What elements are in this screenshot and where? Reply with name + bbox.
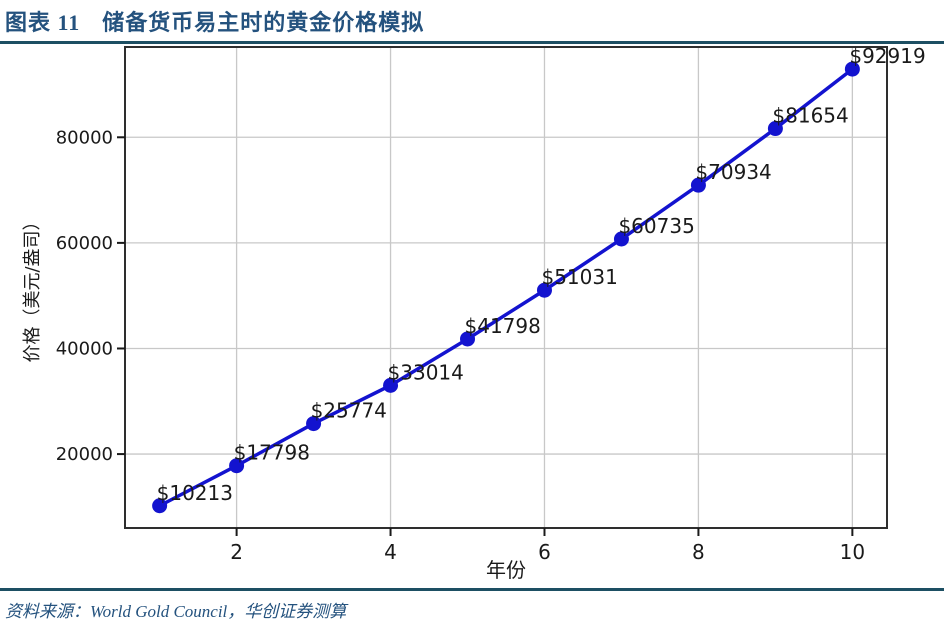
source-attribution: 资料来源：World Gold Council，华创证券测算 [5,602,347,621]
x-tick-label: 10 [840,540,865,564]
x-tick-label: 8 [692,540,705,564]
y-tick-label: 60000 [56,233,113,254]
y-tick-label: 80000 [56,127,113,148]
plot-frame [124,46,888,529]
data-point-label: $10213 [157,481,233,505]
data-point-label: $41798 [465,314,541,338]
data-point [536,282,552,298]
x-tick-label: 4 [384,540,397,564]
x-tick-label: 2 [230,540,243,564]
data-point [383,377,399,393]
data-point [152,498,168,514]
data-point [229,458,245,474]
y-tick-label: 40000 [56,338,113,359]
gold-price-line-chart: 2 4 6 8 10 20000 40000 60000 80000 年份 价格（美元/盎司） $10… [22,44,926,582]
data-line [157,67,855,508]
data-point-label: $81654 [772,104,848,128]
data-point [306,416,322,432]
data-point [690,177,706,193]
data-point-label: $25774 [311,399,387,423]
top-divider-rule [0,41,944,44]
data-point-label: $60735 [618,214,694,238]
y-tick-label: 20000 [56,444,113,465]
data-point [613,231,629,247]
figure-number-label: 图表 11 [5,10,81,35]
data-point-label: $33014 [388,360,464,384]
figure-title: 储备货币易主时的黄金价格模拟 [102,10,425,35]
data-point-label: $70934 [695,160,771,184]
data-point [767,121,783,137]
figure-header: 图表 11 储备货币易主时的黄金价格模拟 [5,5,424,39]
x-tick-label: 6 [538,540,551,564]
x-axis-label: 年份 [486,558,526,582]
data-point-label: $17798 [234,441,310,465]
data-point-label: $92919 [849,44,925,68]
data-point [460,331,476,347]
data-point-label: $51031 [541,265,617,289]
bottom-divider-rule [0,588,944,591]
data-point [844,61,860,77]
y-axis-label: 价格（美元/盎司） [22,212,43,362]
